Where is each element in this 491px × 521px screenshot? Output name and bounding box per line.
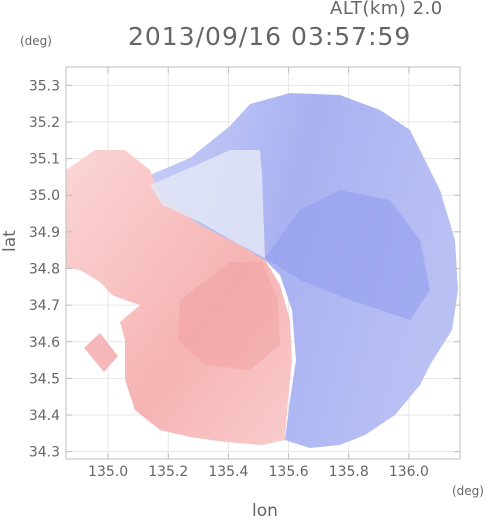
receding-patch-west [84, 333, 118, 372]
receding-region [66, 150, 292, 445]
y-axis-ticks: 34.3 34.4 34.5 34.6 34.7 34.8 34.9 35.0 35.1 35.2… [29, 78, 460, 461]
x-tick-label: 136.0 [389, 464, 429, 480]
x-axis-ticks: 135.0 135.2 135.4 135.6 135.8 136.0 [88, 67, 429, 480]
timestamp-title: 2013/09/16 03:57:59 [128, 22, 412, 51]
y-axis-unit: (deg) [20, 34, 52, 48]
y-tick-label: 34.4 [29, 408, 60, 424]
y-tick-label: 35.2 [29, 115, 60, 131]
x-tick-label: 135.6 [269, 464, 309, 480]
y-tick-label: 34.6 [29, 335, 60, 351]
receding-core [178, 262, 280, 370]
x-axis-label: lon [252, 501, 278, 521]
near-zero-band [150, 150, 265, 258]
y-tick-label: 34.8 [29, 261, 60, 277]
altitude-label: ALT(km) 2.0 [330, 0, 443, 19]
x-tick-label: 135.2 [148, 464, 188, 480]
y-tick-label: 35.0 [29, 188, 60, 204]
x-tick-label: 135.8 [329, 464, 369, 480]
velocity-field [66, 93, 458, 448]
y-tick-label: 34.7 [29, 298, 60, 314]
y-tick-label: 34.5 [29, 371, 60, 387]
approaching-core [265, 190, 430, 320]
y-tick-label: 35.1 [29, 152, 60, 168]
y-tick-label: 34.9 [29, 225, 60, 241]
x-axis-unit: (deg) [452, 484, 484, 498]
plot-border [65, 66, 461, 460]
plot-frame [65, 66, 461, 460]
y-tick-label: 35.3 [29, 78, 60, 94]
y-tick-label: 34.3 [29, 445, 60, 461]
x-tick-label: 135.0 [88, 464, 128, 480]
x-tick-label: 135.4 [208, 464, 248, 480]
